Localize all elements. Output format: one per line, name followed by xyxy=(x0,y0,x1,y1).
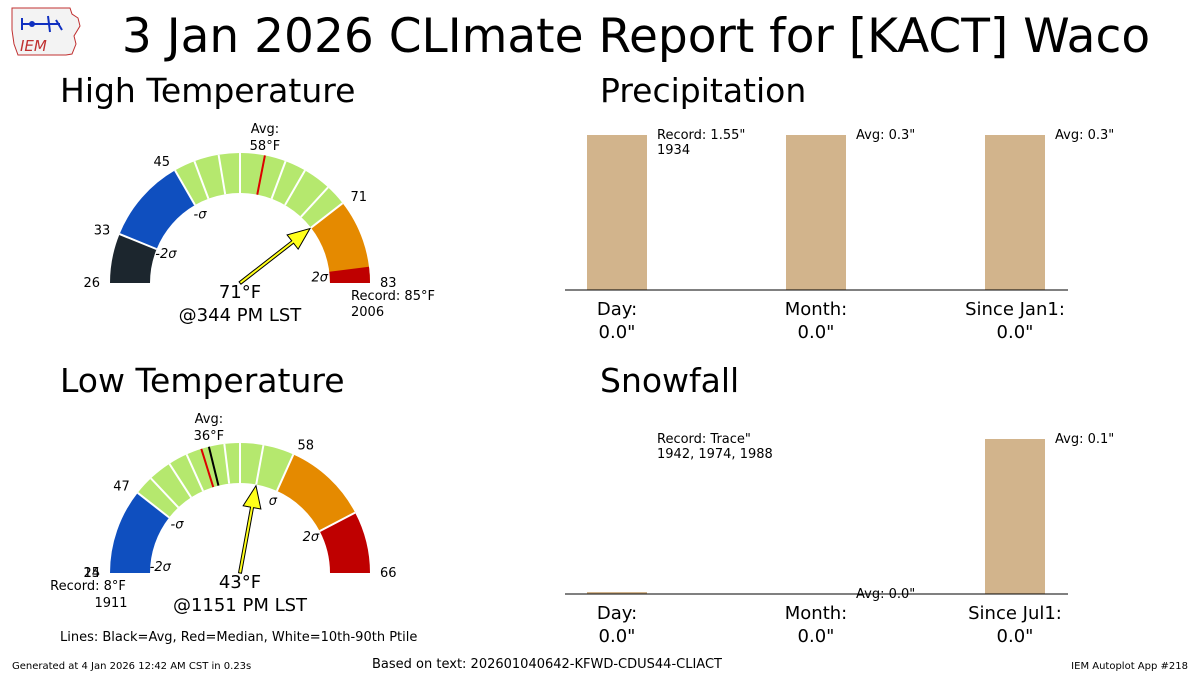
sigma-label: σ xyxy=(269,494,278,509)
gauge-divider-6 xyxy=(270,160,287,200)
gauge-divider-8 xyxy=(300,186,329,218)
gauge-divider-1 xyxy=(276,454,295,492)
record-label: Record: 8°F xyxy=(50,579,126,594)
category-label: Day: xyxy=(597,603,637,624)
sigma-label: -2σ xyxy=(150,560,172,575)
category-label: Month: xyxy=(785,299,847,320)
gauge-segment-1 xyxy=(110,492,170,573)
avg-value-label: 58°F xyxy=(250,139,281,154)
gauge-segment-0 xyxy=(110,234,157,283)
based-on-text: Based on text: 202601040642-KFWD-CDUS44-… xyxy=(372,657,722,672)
sigma-label: -σ xyxy=(171,518,185,533)
gauge-divider-7 xyxy=(284,169,306,206)
bar-annotation: Record: 1.55" xyxy=(657,128,745,143)
gauge-segment-3 xyxy=(311,203,370,283)
bar-1 xyxy=(786,135,846,290)
sigma-label: -2σ xyxy=(155,247,177,262)
bar-annotation: Avg: 0.3" xyxy=(856,128,915,143)
value-label: 0.0" xyxy=(997,322,1034,343)
time-label: @344 PM LST xyxy=(179,305,303,326)
gauge-label: 47 xyxy=(113,480,130,495)
value-label: 0.0" xyxy=(599,626,636,647)
sigma-label: 2σ xyxy=(311,270,328,285)
gauge-divider-1 xyxy=(174,169,196,206)
gauge-segment-1 xyxy=(119,170,195,250)
gauge-title: Low Temperature xyxy=(60,361,345,400)
value-label: 0.0" xyxy=(997,626,1034,647)
gauge-label: 33 xyxy=(94,223,111,238)
generated-text: Generated at 4 Jan 2026 12:42 AM CST in … xyxy=(12,661,251,672)
gauge-divider-3 xyxy=(193,160,210,200)
gauge-divider-6 xyxy=(223,443,231,484)
avg-label: Avg: xyxy=(251,122,279,137)
gauge-segment-4 xyxy=(319,512,370,573)
lines-legend: Lines: Black=Avg, Red=Median, White=10th… xyxy=(60,630,417,645)
gauge-label: 66 xyxy=(380,566,397,581)
median-line xyxy=(200,448,215,488)
gauge-label: 58 xyxy=(297,438,314,453)
bar-title: Precipitation xyxy=(600,71,806,110)
value-label: 0.0" xyxy=(798,322,835,343)
gauge-segment-2 xyxy=(137,443,294,518)
category-label: Since Jul1: xyxy=(968,603,1062,624)
average-line xyxy=(207,446,220,486)
bar-annotation: Avg: 0.1" xyxy=(1055,432,1114,447)
avg-value-label: 36°F xyxy=(194,429,225,444)
gauge-divider-2 xyxy=(310,202,344,229)
high-temperature-panel: High Temperature2633457183-2σ-σσ2σAvg:58… xyxy=(60,71,435,326)
gauge-title: High Temperature xyxy=(60,71,355,110)
gauge-divider-2 xyxy=(319,511,356,533)
bar-title: Snowfall xyxy=(600,361,739,400)
gauge-divider-0 xyxy=(119,233,157,251)
bar-0 xyxy=(587,592,647,594)
gauge-label: 71 xyxy=(350,190,367,205)
snowfall-panel: Snowfall Record: Trace"1942, 1974, 1988 Da… xyxy=(565,361,1114,647)
time-label: @1151 PM LST xyxy=(173,595,308,616)
bar-annotation: Avg: 0.3" xyxy=(1055,128,1114,143)
app-label: IEM Autoplot App #218 xyxy=(1071,661,1188,672)
record-year: 2006 xyxy=(351,305,384,320)
gauge-segment-4 xyxy=(329,266,370,283)
gauge-divider-5 xyxy=(185,454,204,492)
needle-arrow xyxy=(237,484,262,574)
gauge-divider-4 xyxy=(217,154,227,195)
needle-arrow xyxy=(238,227,312,285)
bar-2 xyxy=(985,439,1045,594)
gauge-label: 14 xyxy=(83,566,100,581)
gauge-label: 26 xyxy=(83,276,100,291)
gauge-label: 45 xyxy=(153,155,170,170)
category-label: Day: xyxy=(597,299,637,320)
gauge-label: 25 xyxy=(83,566,100,581)
median-line xyxy=(256,155,266,195)
record-label: Record: 85°F xyxy=(351,289,435,304)
bar-annotation-year: 1934 xyxy=(657,143,690,158)
bar-annotation: Record: Trace" xyxy=(657,432,751,447)
gauge-segment-3 xyxy=(276,454,356,532)
bar-2 xyxy=(985,135,1045,290)
value-label: 0.0" xyxy=(599,322,636,343)
gauge-divider-0 xyxy=(137,492,170,519)
sigma-label: 2σ xyxy=(303,530,320,545)
record-year: 1911 xyxy=(94,596,127,611)
avg-label: Avg: xyxy=(195,412,223,427)
category-label: Since Jan1: xyxy=(965,299,1065,320)
sigma-label: -σ xyxy=(194,208,208,223)
page-title: 3 Jan 2026 CLImate Report for [KACT] Wac… xyxy=(122,9,1150,64)
value-label: 43°F xyxy=(219,572,261,593)
value-label: 0.0" xyxy=(798,626,835,647)
gauge-divider-3 xyxy=(150,477,180,509)
iem-logo[interactable]: IEM xyxy=(11,7,81,56)
logo-text: IEM xyxy=(20,37,47,55)
gauge-label: 83 xyxy=(380,276,397,291)
bar-annotation-year: 1942, 1974, 1988 xyxy=(657,447,773,462)
gauge-divider-8 xyxy=(255,444,265,485)
gauge-divider-4 xyxy=(168,463,192,498)
category-label: Month: xyxy=(785,603,847,624)
value-label: 71°F xyxy=(219,282,261,303)
bar-0 xyxy=(587,135,647,290)
